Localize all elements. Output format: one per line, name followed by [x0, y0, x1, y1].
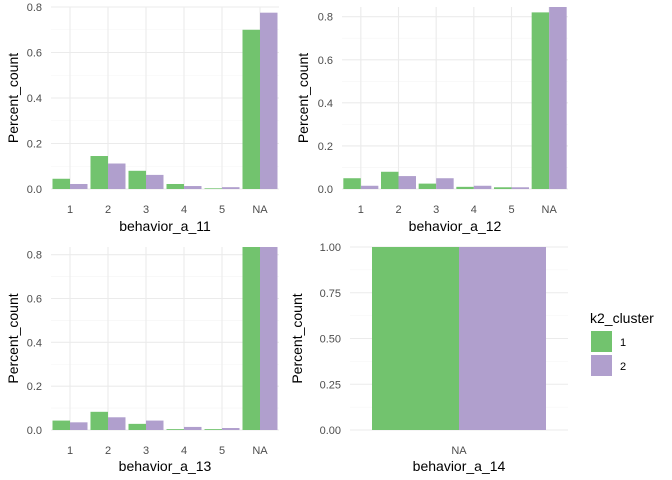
- y-tick-label: 0.6: [318, 55, 333, 67]
- x-tick-label: 4: [181, 204, 187, 216]
- bar-2-cluster-1: [90, 156, 108, 189]
- bar-5-cluster-1: [204, 429, 222, 430]
- y-tick-label: 0.2: [27, 381, 42, 393]
- bar-5-cluster-2: [511, 187, 529, 189]
- legend-key-1: [591, 331, 612, 352]
- y-tick-label: 0.25: [320, 379, 341, 391]
- bar-4-cluster-2: [184, 186, 202, 189]
- bar-2-cluster-1: [90, 411, 108, 430]
- legend-label-1: 1: [620, 337, 626, 349]
- y-tick-label: 0.6: [27, 294, 42, 306]
- x-tick-label: 3: [433, 204, 439, 216]
- bar-NA-cluster-1: [372, 247, 459, 430]
- y-tick-label: 0.4: [27, 93, 42, 105]
- chart-panel-1: 0.0 0.2 0.4 0.6 0.8 1 2 3 4 5 NA behavior_a_11 Perce…: [5, 2, 279, 234]
- bar-1-cluster-1: [52, 178, 70, 189]
- x-tick-label: 1: [67, 204, 73, 216]
- x-tick-label: NA: [252, 445, 268, 457]
- bar-1-cluster-2: [70, 422, 88, 430]
- y-tick-label: 0.50: [320, 334, 341, 346]
- y-tick-label: 1.00: [320, 242, 341, 254]
- y-axis-title: Percent_count: [289, 293, 305, 383]
- bar-NA-cluster-1: [531, 12, 550, 190]
- y-tick-label: 0.2: [27, 139, 42, 151]
- x-tick-label: 1: [67, 445, 73, 457]
- bar-4-cluster-1: [166, 429, 184, 430]
- x-tick-label: 2: [105, 445, 111, 457]
- y-tick-label: 0.4: [27, 337, 42, 349]
- bar-3-cluster-1: [128, 423, 146, 430]
- x-tick-label: NA: [252, 204, 268, 216]
- bar-NA-cluster-2: [459, 247, 546, 430]
- chart-panels: 0.0 0.2 0.4 0.6 0.8 1 2 3 4 5 NA behavior_a_11 Perce…: [5, 2, 568, 474]
- y-tick-label: 0.6: [27, 48, 42, 60]
- bar-3-cluster-2: [146, 420, 164, 430]
- bar-3-cluster-1: [418, 183, 437, 189]
- bar-NA-cluster-1: [242, 247, 260, 430]
- bar-1-cluster-1: [343, 178, 361, 189]
- bar-1-cluster-1: [52, 420, 70, 430]
- bar-4-cluster-1: [456, 186, 474, 189]
- bar-3-cluster-2: [436, 178, 454, 189]
- x-tick-label: 5: [219, 204, 225, 216]
- x-tick-label: NA: [451, 445, 467, 457]
- bar-1-cluster-2: [70, 183, 88, 189]
- y-tick-label: 0.4: [318, 98, 333, 110]
- bar-2-cluster-2: [108, 417, 126, 430]
- legend-label-2: 2: [620, 361, 626, 373]
- bar-4-cluster-2: [184, 426, 202, 430]
- bar-NA-cluster-2: [549, 7, 567, 189]
- x-tick-label: 4: [471, 204, 477, 216]
- y-tick-label: 0.2: [318, 141, 333, 153]
- bar-5-cluster-2: [222, 187, 240, 189]
- legend-key-2: [591, 355, 612, 376]
- y-axis-title: Percent_count: [295, 53, 311, 143]
- y-tick-label: 0.0: [318, 184, 333, 196]
- x-tick-label: 1: [358, 204, 364, 216]
- bar-2-cluster-2: [398, 176, 416, 189]
- x-tick-label: 3: [143, 445, 149, 457]
- y-tick-label: 0.8: [27, 250, 42, 262]
- legend-title: k2_cluster: [590, 310, 654, 326]
- y-tick-label: 0.0: [27, 184, 42, 196]
- bar-2-cluster-2: [108, 163, 126, 189]
- bar-NA-cluster-2: [260, 247, 278, 430]
- x-tick-label: 2: [395, 204, 401, 216]
- y-tick-label: 0.8: [27, 2, 42, 14]
- bar-NA-cluster-1: [242, 29, 260, 189]
- y-axis-title: Percent_count: [5, 53, 21, 143]
- x-axis-title: behavior_a_12: [409, 218, 502, 234]
- y-tick-label: 0.75: [320, 288, 341, 300]
- x-axis-title: behavior_a_13: [119, 458, 212, 474]
- x-tick-label: 5: [219, 445, 225, 457]
- bar-3-cluster-1: [128, 170, 146, 189]
- chart-panel-2: 0.0 0.2 0.4 0.6 0.8 1 2 3 4 5 NA behavior_a_12 Perce…: [295, 7, 568, 234]
- y-tick-label: 0.8: [318, 12, 333, 24]
- x-tick-label: 4: [181, 445, 187, 457]
- bar-NA-cluster-2: [260, 12, 278, 189]
- chart-panel-3: 0.0 0.2 0.4 0.6 0.8 1 2 3 4 5 NA behavior_a_13 Perce…: [5, 247, 279, 474]
- x-tick-label: NA: [542, 204, 558, 216]
- x-tick-label: 2: [105, 204, 111, 216]
- bar-4-cluster-2: [473, 185, 492, 189]
- x-axis-title: behavior_a_14: [413, 458, 506, 474]
- x-axis-title: behavior_a_11: [119, 218, 211, 234]
- x-tick-label: 3: [143, 204, 149, 216]
- bar-2-cluster-1: [381, 171, 399, 189]
- bar-4-cluster-1: [166, 183, 184, 189]
- y-tick-label: 0.0: [27, 425, 42, 437]
- y-tick-label: 0.00: [320, 425, 341, 437]
- y-axis-title: Percent_count: [5, 293, 21, 383]
- bar-5-cluster-1: [204, 188, 222, 189]
- bar-1-cluster-2: [360, 185, 379, 189]
- legend: k2_cluster 1 2: [590, 310, 654, 376]
- bar-3-cluster-2: [146, 174, 164, 189]
- x-tick-label: 5: [508, 204, 514, 216]
- bar-5-cluster-2: [222, 428, 240, 430]
- bar-5-cluster-1: [494, 187, 512, 189]
